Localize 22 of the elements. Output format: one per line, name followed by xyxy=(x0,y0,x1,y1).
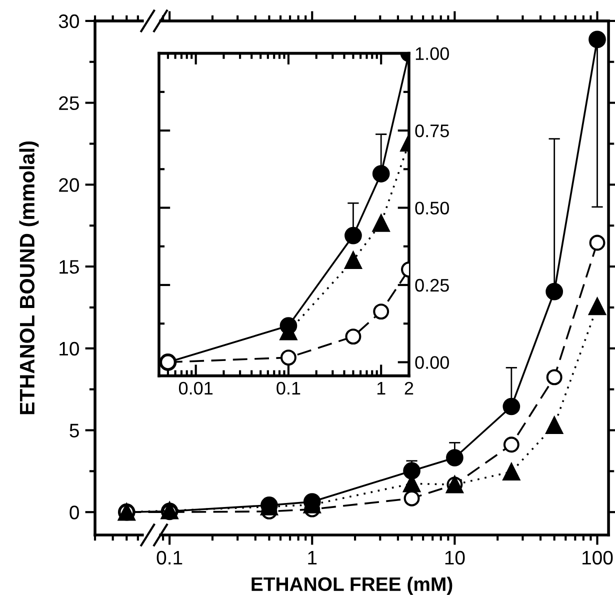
y-tick-label: 30 xyxy=(58,14,79,28)
y-tick-label: 5 xyxy=(70,424,79,438)
y-tick-label: 0.50 xyxy=(415,202,449,214)
y-tick-label: 25 xyxy=(59,96,79,110)
y-axis-title: ETHANOL BOUND (mmolal) xyxy=(19,141,39,414)
x-tick-label: 2 xyxy=(404,382,414,394)
y-tick-label: 0.25 xyxy=(415,278,449,292)
x-tick-label: 0.1 xyxy=(156,550,182,565)
y-tick-label: 0.00 xyxy=(415,356,449,369)
x-tick-label: 10 xyxy=(445,550,465,565)
x-tick-label: 100 xyxy=(582,550,613,565)
x-tick-label: 0.1 xyxy=(276,382,300,395)
y-tick-label: 15 xyxy=(60,260,79,274)
y-tick-label: 0.75 xyxy=(415,124,449,138)
x-tick-label: 1 xyxy=(377,382,386,394)
y-tick-label: 0 xyxy=(70,506,79,520)
x-tick-label: 0.01 xyxy=(178,382,213,395)
x-tick-label: 1 xyxy=(308,551,317,564)
x-axis-title: ETHANOL FREE (mM) xyxy=(252,576,452,595)
y-tick-label: 20 xyxy=(59,178,79,192)
y-tick-label: 1.00 xyxy=(416,47,449,60)
y-tick-label: 10 xyxy=(60,342,79,356)
